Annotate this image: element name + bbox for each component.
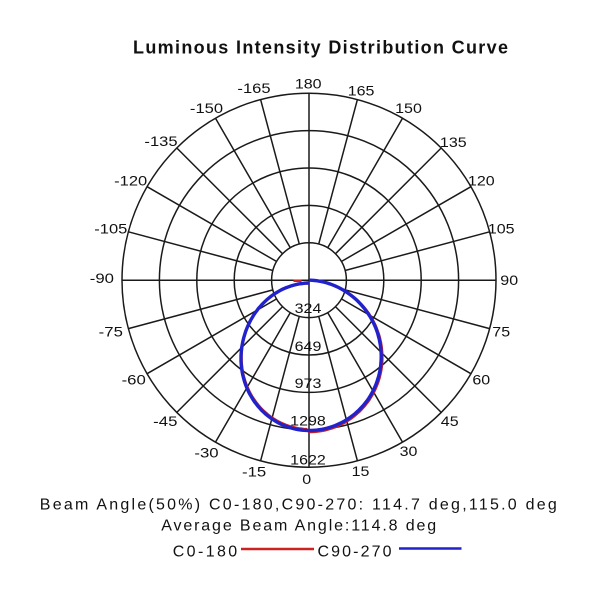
svg-text:75: 75 xyxy=(492,324,510,340)
svg-text:-150: -150 xyxy=(190,100,223,116)
svg-text:165: 165 xyxy=(348,82,375,98)
svg-text:30: 30 xyxy=(400,443,418,459)
svg-text:-165: -165 xyxy=(237,80,270,96)
svg-text:0: 0 xyxy=(302,471,311,487)
svg-text:-120: -120 xyxy=(114,173,147,189)
svg-text:-60: -60 xyxy=(122,372,146,388)
svg-text:-30: -30 xyxy=(194,445,218,461)
svg-text:45: 45 xyxy=(441,413,459,429)
svg-text:Beam Angle(50%) C0-180,C90-270: Beam Angle(50%) C0-180,C90-270: 114.7 de… xyxy=(40,497,557,514)
svg-text:60: 60 xyxy=(472,372,490,388)
svg-text:Luminous Intensity Distributio: Luminous Intensity Distribution Curve xyxy=(133,38,508,58)
svg-text:-105: -105 xyxy=(94,221,127,237)
svg-text:150: 150 xyxy=(395,100,422,116)
svg-text:C90-270: C90-270 xyxy=(318,544,392,561)
svg-text:-75: -75 xyxy=(99,324,123,340)
svg-text:-90: -90 xyxy=(90,270,114,286)
svg-text:-15: -15 xyxy=(242,464,266,480)
svg-text:105: 105 xyxy=(488,221,515,237)
svg-text:Average Beam Angle:114.8 deg: Average Beam Angle:114.8 deg xyxy=(161,518,436,535)
svg-text:135: 135 xyxy=(440,134,467,150)
svg-text:324: 324 xyxy=(295,300,322,316)
svg-text:15: 15 xyxy=(352,463,370,479)
svg-text:1622: 1622 xyxy=(290,452,326,468)
svg-text:180: 180 xyxy=(295,76,322,92)
svg-text:973: 973 xyxy=(295,375,322,391)
svg-text:-45: -45 xyxy=(153,413,177,429)
svg-text:649: 649 xyxy=(295,338,322,354)
svg-text:C0-180: C0-180 xyxy=(173,544,238,561)
svg-text:1298: 1298 xyxy=(290,413,326,429)
svg-text:-135: -135 xyxy=(144,133,177,149)
svg-text:90: 90 xyxy=(500,272,518,288)
svg-text:120: 120 xyxy=(468,173,495,189)
